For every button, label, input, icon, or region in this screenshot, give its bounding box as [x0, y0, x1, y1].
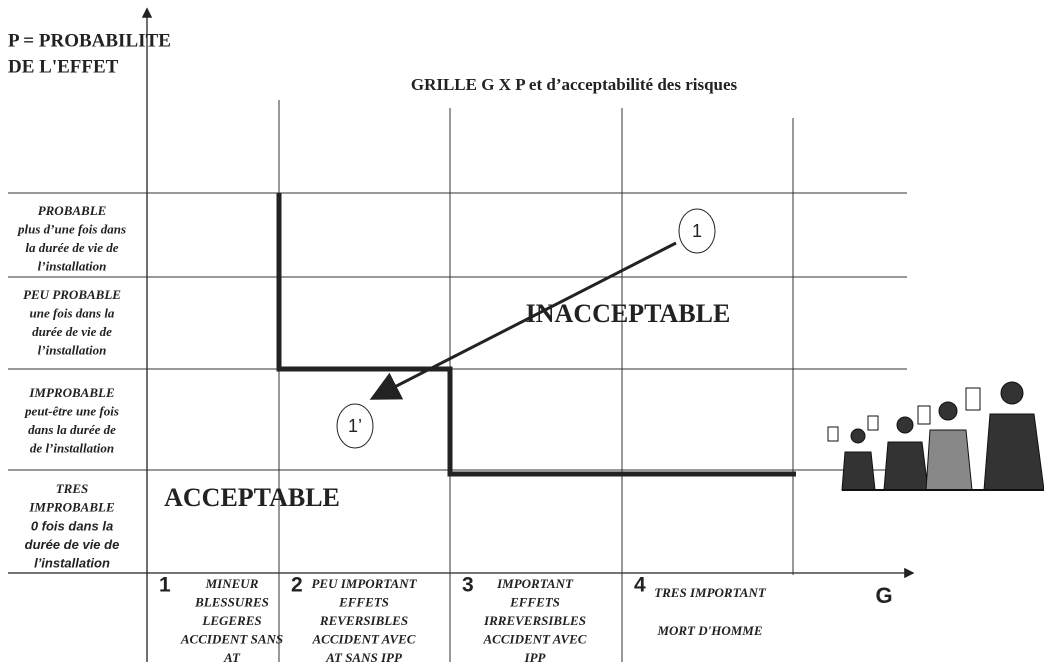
- people-illustration: [827, 381, 1044, 491]
- column-number: 1: [159, 574, 171, 597]
- acceptability-boundary: [276, 193, 796, 477]
- column-label: AT: [223, 650, 241, 662]
- column-label: REVERSIBLES: [319, 613, 408, 628]
- row-label: la durée de vie de: [25, 240, 118, 255]
- row-label: l’installation: [34, 555, 110, 570]
- row-label: l’installation: [38, 258, 107, 273]
- column-label: TRES IMPORTANT: [654, 585, 767, 600]
- column-label: EFFETS: [509, 594, 560, 609]
- column-label: AT SANS IPP: [325, 650, 403, 662]
- column-label: LEGERES: [201, 613, 261, 628]
- column-label: MINEUR: [205, 576, 259, 591]
- column-number: 2: [291, 574, 303, 597]
- column-number: 4: [634, 574, 646, 597]
- row-label: PEU PROBABLE: [23, 287, 121, 302]
- grid: [8, 100, 907, 662]
- row-label: de l’installation: [30, 440, 114, 455]
- row-label: durée de vie de: [25, 537, 120, 552]
- risk-reduction-arrow: [369, 241, 677, 400]
- marker-label: 1’: [348, 416, 362, 436]
- column-label: EFFETS: [338, 594, 389, 609]
- column-label: IRREVERSIBLES: [483, 613, 586, 628]
- row-label: 0 fois dans la: [31, 518, 113, 533]
- column-label: ACCIDENT SANS: [180, 631, 283, 646]
- row-label: TRES: [56, 481, 89, 496]
- marker-circle: [336, 403, 374, 449]
- column-label: IPP: [524, 650, 547, 662]
- row-label: IMPROBABLE: [28, 385, 115, 400]
- zone-label: INACCEPTABLE: [526, 299, 731, 328]
- column-label: ACCIDENT AVEC: [483, 631, 587, 646]
- row-label: peut-être une fois: [24, 403, 119, 418]
- row-label: une fois dans la: [30, 305, 115, 320]
- row-label: l’installation: [38, 342, 107, 357]
- y-axis-label: P = PROBABILITE: [8, 30, 171, 51]
- marker-label: 1: [692, 221, 702, 241]
- column-label: PEU IMPORTANT: [311, 576, 417, 591]
- row-label: plus d’une fois dans: [17, 221, 126, 236]
- marker-circle: [678, 208, 716, 254]
- column-label: BLESSURES: [194, 594, 269, 609]
- column-number: 3: [462, 574, 474, 597]
- column-label: IMPORTANT: [496, 576, 574, 591]
- diagram-title: GRILLE G X P et d’acceptabilité des risq…: [411, 75, 738, 94]
- column-label: MORT D'HOMME: [656, 623, 762, 638]
- y-axis-label: DE L'EFFET: [8, 56, 119, 77]
- row-label: dans la durée de: [28, 422, 116, 437]
- row-label: durée de vie de: [32, 324, 112, 339]
- x-axis-label: G: [875, 583, 892, 608]
- column-label: ACCIDENT AVEC: [312, 631, 416, 646]
- row-label: PROBABLE: [38, 203, 107, 218]
- row-label: IMPROBABLE: [28, 499, 115, 514]
- zone-label: ACCEPTABLE: [164, 483, 340, 512]
